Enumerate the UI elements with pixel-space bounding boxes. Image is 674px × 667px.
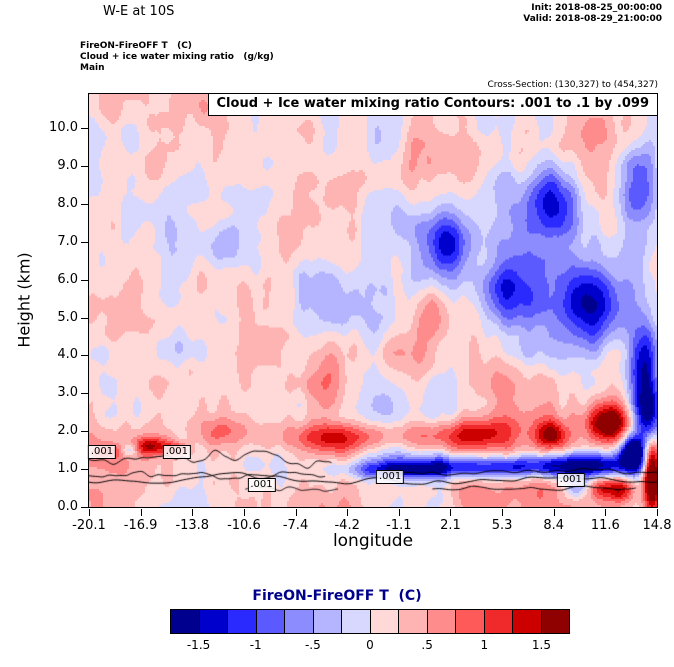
x-tick-label: 14.8 xyxy=(642,518,672,533)
colorbar-cell xyxy=(426,609,456,634)
y-tick-mark xyxy=(81,431,89,433)
contour-labels-layer: .001 .001 .001 .001 .001 xyxy=(87,94,657,507)
x-tick-mark xyxy=(295,509,297,516)
figure-title: W-E at 10S xyxy=(103,4,175,19)
x-tick-label: -7.4 xyxy=(282,518,309,533)
colorbar-cell xyxy=(170,609,200,634)
y-tick-label: 10.0 xyxy=(49,120,78,136)
cross-section-label: Cross-Section: (130,327) to (454,327) xyxy=(487,80,659,90)
y-tick-label: 9.0 xyxy=(57,157,78,173)
x-tick-mark xyxy=(347,509,349,516)
x-tick-mark xyxy=(502,509,504,516)
colorbar-cell xyxy=(455,609,485,634)
y-tick-label: 5.0 xyxy=(57,309,78,325)
y-tick-label: 0.0 xyxy=(57,499,78,514)
x-tick-mark xyxy=(657,509,658,516)
colorbar-cell xyxy=(255,609,285,634)
x-tick-label: 11.6 xyxy=(590,518,620,533)
grid-name: Main xyxy=(80,63,105,73)
x-tick-label: -16.9 xyxy=(123,518,158,533)
x-tick-mark xyxy=(192,509,194,516)
colorbar-tick-label: -1.5 xyxy=(186,638,211,652)
colorbar-cell xyxy=(369,609,399,634)
cloud-contour-lines-canvas xyxy=(89,94,657,507)
contour-label: .001 xyxy=(162,445,192,460)
colorbar-cell xyxy=(198,609,228,634)
overlay-field-name: Cloud + ice water mixing ratio (g/kg) xyxy=(80,52,274,62)
x-tick-label: -4.2 xyxy=(334,518,360,533)
colorbar-cell xyxy=(512,609,542,634)
y-tick-mark xyxy=(81,355,89,357)
colorbar-tick-label: 1.5 xyxy=(531,638,551,652)
colorbar-cell xyxy=(227,609,257,634)
colorbar xyxy=(170,609,570,634)
contour-label: .001 xyxy=(375,469,405,484)
y-tick-label: 2.0 xyxy=(57,423,78,439)
x-tick-label: 2.1 xyxy=(440,518,461,533)
contour-info-banner: Cloud + Ice water mixing ratio Contours:… xyxy=(207,93,658,116)
y-tick-mark xyxy=(81,128,89,130)
colorbar-title: FireON-FireOFF T (C) xyxy=(252,588,422,604)
x-tick-label: -1.1 xyxy=(386,518,412,533)
colorbar-cell xyxy=(341,609,371,634)
colorbar-cell xyxy=(312,609,342,634)
fill-field-name: FireON-FireOFF T (C) xyxy=(80,41,192,51)
y-tick-mark xyxy=(81,317,89,319)
x-tick-mark xyxy=(450,509,452,516)
x-tick-mark xyxy=(243,509,245,516)
contour-label: .001 xyxy=(87,445,117,460)
y-tick-label: 3.0 xyxy=(57,385,78,401)
x-axis-title: longitude xyxy=(332,531,414,551)
y-tick-mark xyxy=(81,469,89,471)
y-tick-mark xyxy=(81,393,89,395)
x-tick-label: 8.4 xyxy=(543,518,565,533)
y-tick-label: 4.0 xyxy=(57,347,78,363)
x-tick-label: 5.3 xyxy=(491,518,513,533)
y-tick-mark xyxy=(81,165,89,167)
contour-label: .001 xyxy=(556,472,585,487)
y-tick-mark xyxy=(81,507,89,508)
x-tick-mark xyxy=(605,509,607,516)
x-tick-label: -20.1 xyxy=(72,518,106,533)
x-tick-mark xyxy=(140,509,142,516)
colorbar-cell xyxy=(284,609,314,634)
colorbar-tick-label: .5 xyxy=(421,638,433,652)
y-tick-mark xyxy=(81,279,89,281)
colorbar-cell xyxy=(398,609,428,634)
valid-timestamp: Valid: 2018-08-29_21:00:00 xyxy=(523,14,662,24)
contour-label: .001 xyxy=(247,478,276,493)
x-tick-mark xyxy=(89,509,90,516)
init-timestamp: Init: 2018-08-25_00:00:00 xyxy=(531,3,662,13)
colorbar-tick-label: 1 xyxy=(480,638,489,652)
colorbar-tick-label: 0 xyxy=(366,638,374,652)
y-tick-label: 6.0 xyxy=(57,271,78,287)
y-tick-mark xyxy=(81,203,89,205)
colorbar-tick-label: -.5 xyxy=(304,638,321,652)
y-tick-label: 8.0 xyxy=(57,195,78,211)
x-tick-mark xyxy=(553,509,555,516)
y-axis-title: Height (km) xyxy=(14,252,34,348)
plot-area: Cloud + Ice water mixing ratio Contours:… xyxy=(87,93,658,508)
colorbar-cell xyxy=(540,609,570,634)
x-tick-mark xyxy=(398,509,400,516)
x-tick-label: -13.8 xyxy=(175,518,210,533)
y-tick-mark xyxy=(81,241,89,243)
y-tick-label: 1.0 xyxy=(57,461,78,477)
colorbar-tick-label: -1 xyxy=(249,638,262,652)
x-tick-label: -10.6 xyxy=(227,518,261,533)
y-tick-label: 7.0 xyxy=(57,233,78,249)
colorbar-cell xyxy=(483,609,513,634)
